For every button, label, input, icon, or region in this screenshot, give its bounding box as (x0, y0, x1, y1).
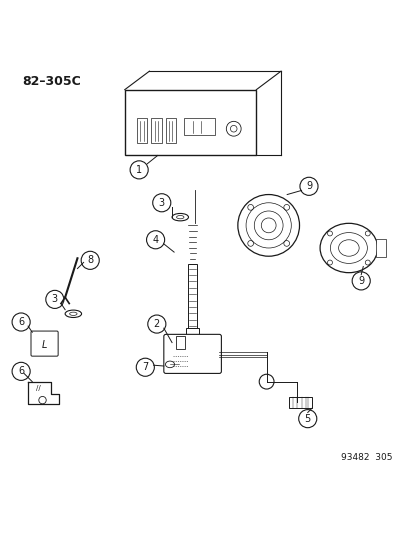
FancyBboxPatch shape (124, 90, 256, 156)
Text: 9: 9 (357, 276, 363, 286)
FancyBboxPatch shape (166, 118, 176, 143)
Text: 9: 9 (305, 181, 311, 191)
Text: 8: 8 (87, 255, 93, 265)
FancyBboxPatch shape (137, 118, 147, 143)
FancyBboxPatch shape (375, 239, 385, 257)
Text: 3: 3 (158, 198, 164, 208)
Text: 7: 7 (142, 362, 148, 372)
Text: 6: 6 (18, 317, 24, 327)
FancyBboxPatch shape (164, 334, 221, 374)
Text: 6: 6 (18, 366, 24, 376)
Text: 3: 3 (52, 294, 58, 304)
Text: L: L (42, 340, 47, 350)
Text: 1: 1 (136, 165, 142, 175)
Text: 93482  305: 93482 305 (340, 453, 391, 462)
Text: 5: 5 (304, 414, 310, 424)
Text: 82–305C: 82–305C (22, 75, 81, 88)
FancyBboxPatch shape (176, 336, 185, 349)
FancyBboxPatch shape (289, 397, 311, 408)
FancyBboxPatch shape (184, 118, 215, 135)
FancyBboxPatch shape (31, 331, 58, 356)
FancyBboxPatch shape (186, 328, 198, 341)
FancyBboxPatch shape (151, 118, 161, 143)
Text: //: // (36, 385, 40, 391)
FancyBboxPatch shape (188, 264, 197, 328)
Text: 4: 4 (152, 235, 158, 245)
Text: 2: 2 (153, 319, 159, 329)
